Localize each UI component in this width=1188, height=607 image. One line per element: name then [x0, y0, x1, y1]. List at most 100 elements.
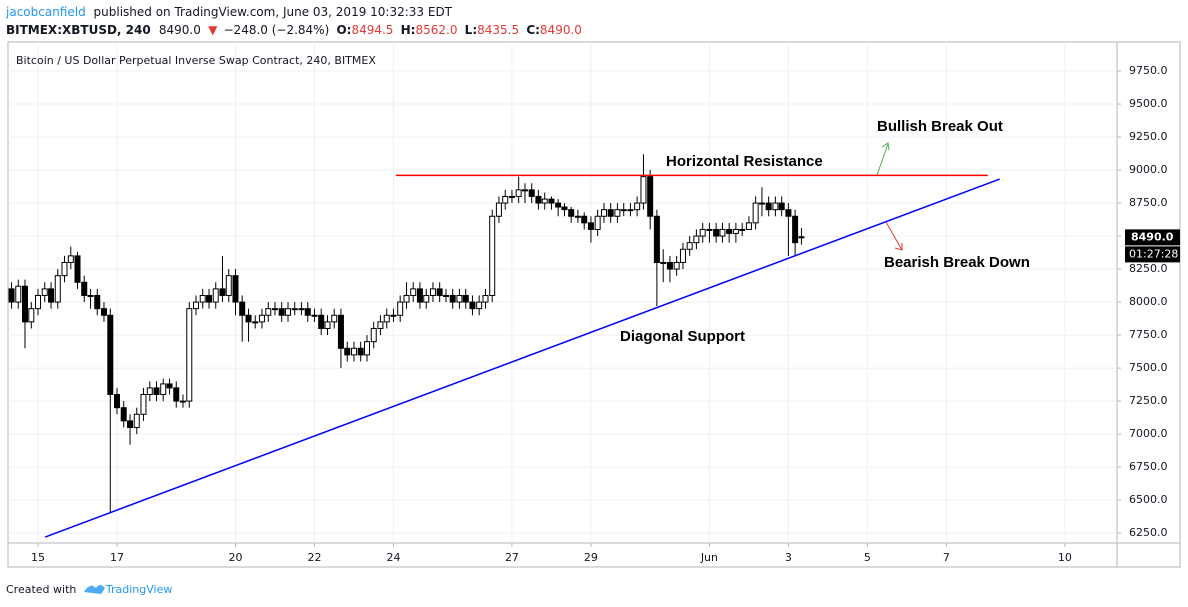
- x-tick-label: 10: [1058, 551, 1072, 564]
- candle-body: [410, 288, 417, 296]
- candle-body: [489, 215, 496, 296]
- candle-body: [449, 294, 456, 303]
- countdown-box: [1125, 246, 1180, 263]
- candle-body: [528, 189, 535, 197]
- candle-body: [331, 314, 338, 323]
- candle-body: [726, 228, 733, 234]
- candle-body: [232, 275, 239, 303]
- candle-body: [541, 198, 548, 204]
- candle-body: [357, 347, 364, 356]
- y-tick-label: 8000.0: [1129, 295, 1168, 308]
- candle-body: [693, 235, 700, 244]
- candle-body: [456, 294, 463, 303]
- trendline: [44, 178, 1000, 538]
- candle-body: [739, 228, 746, 231]
- author[interactable]: jacobcanfield: [5, 5, 86, 19]
- candle-body: [535, 195, 542, 204]
- last: 8490.0: [159, 23, 201, 37]
- candle-body: [206, 294, 213, 303]
- c-value: 8490.0: [540, 23, 582, 37]
- candle-body: [587, 222, 594, 230]
- x-tick-label: 29: [584, 551, 598, 564]
- candle-body: [679, 248, 686, 263]
- candle-body: [462, 294, 469, 303]
- candle-body: [252, 321, 259, 324]
- candle-body: [285, 308, 292, 316]
- candle-body: [732, 228, 739, 234]
- candle-body: [146, 387, 153, 395]
- h-value: 8562.0: [415, 23, 457, 37]
- candle-body: [160, 383, 167, 395]
- candle-body: [291, 308, 298, 311]
- x-tick-label: 22: [307, 551, 321, 564]
- candle-body: [114, 393, 121, 409]
- candle-body: [48, 288, 55, 303]
- candle-body: [758, 202, 765, 205]
- candle-body: [127, 420, 134, 428]
- last-price-label: 8490.0: [1131, 230, 1174, 243]
- candle-body: [337, 314, 344, 349]
- y-tick-label: 8250.0: [1129, 262, 1168, 275]
- x-tick-label: 20: [228, 551, 242, 564]
- header-line: jacobcanfield published on TradingView.c…: [5, 5, 453, 19]
- candle-body: [173, 387, 180, 402]
- candle-body: [482, 294, 489, 303]
- y-tick-label: 7250.0: [1129, 394, 1168, 407]
- candle-body: [258, 314, 265, 323]
- candle-body: [245, 314, 252, 323]
- candle-body: [561, 206, 568, 211]
- x-tick-label: 24: [386, 551, 400, 564]
- candle-body: [219, 288, 226, 296]
- candle-body: [74, 255, 81, 283]
- annotation: Horizontal Resistance: [666, 153, 823, 170]
- x-tick-label: 3: [785, 551, 792, 564]
- candle-body: [133, 413, 140, 428]
- candle-body: [706, 228, 713, 231]
- y-tick-label: 9250.0: [1129, 130, 1168, 143]
- candle-body: [469, 301, 476, 310]
- candle-body: [41, 288, 48, 296]
- l-label: L:: [465, 23, 477, 37]
- last-price-box: [1125, 229, 1180, 246]
- candle-body: [752, 202, 759, 224]
- brand[interactable]: TradingView: [105, 583, 172, 596]
- candle-body: [107, 314, 114, 395]
- candle-body: [100, 308, 107, 316]
- candle-body: [318, 314, 325, 329]
- candle-body: [765, 202, 772, 211]
- x-tick-label: 5: [864, 551, 871, 564]
- candle-body: [344, 347, 351, 356]
- x-tick-label: 15: [31, 551, 45, 564]
- candle-body: [265, 308, 272, 316]
- candle-body: [436, 288, 443, 296]
- candle-body: [304, 308, 311, 316]
- candle-body: [416, 288, 423, 303]
- candle-body: [298, 308, 305, 311]
- candle-body: [324, 321, 331, 329]
- candle-body: [673, 261, 680, 270]
- candle-body: [653, 215, 660, 263]
- o-value: 8494.5: [351, 23, 393, 37]
- candle-body: [594, 215, 601, 230]
- candle-body: [666, 261, 673, 270]
- annotation: Diagonal Support: [620, 328, 745, 345]
- candle-body: [397, 301, 404, 316]
- candle-body: [798, 236, 805, 239]
- candle-body: [502, 195, 509, 204]
- y-tick-label: 6750.0: [1129, 460, 1168, 473]
- candle-body: [61, 261, 68, 277]
- candle-body: [370, 327, 377, 343]
- candle-body: [699, 228, 706, 237]
- candle-body: [647, 176, 654, 217]
- candle-body: [614, 209, 621, 217]
- candle-body: [778, 202, 785, 211]
- candle-body: [67, 255, 74, 263]
- candle-body: [627, 209, 634, 212]
- candle-body: [364, 341, 371, 356]
- candle-body: [199, 294, 206, 303]
- candle-body: [140, 393, 147, 415]
- x-tick-label: 27: [505, 551, 519, 564]
- candle-body: [87, 294, 94, 297]
- candle-body: [311, 314, 318, 317]
